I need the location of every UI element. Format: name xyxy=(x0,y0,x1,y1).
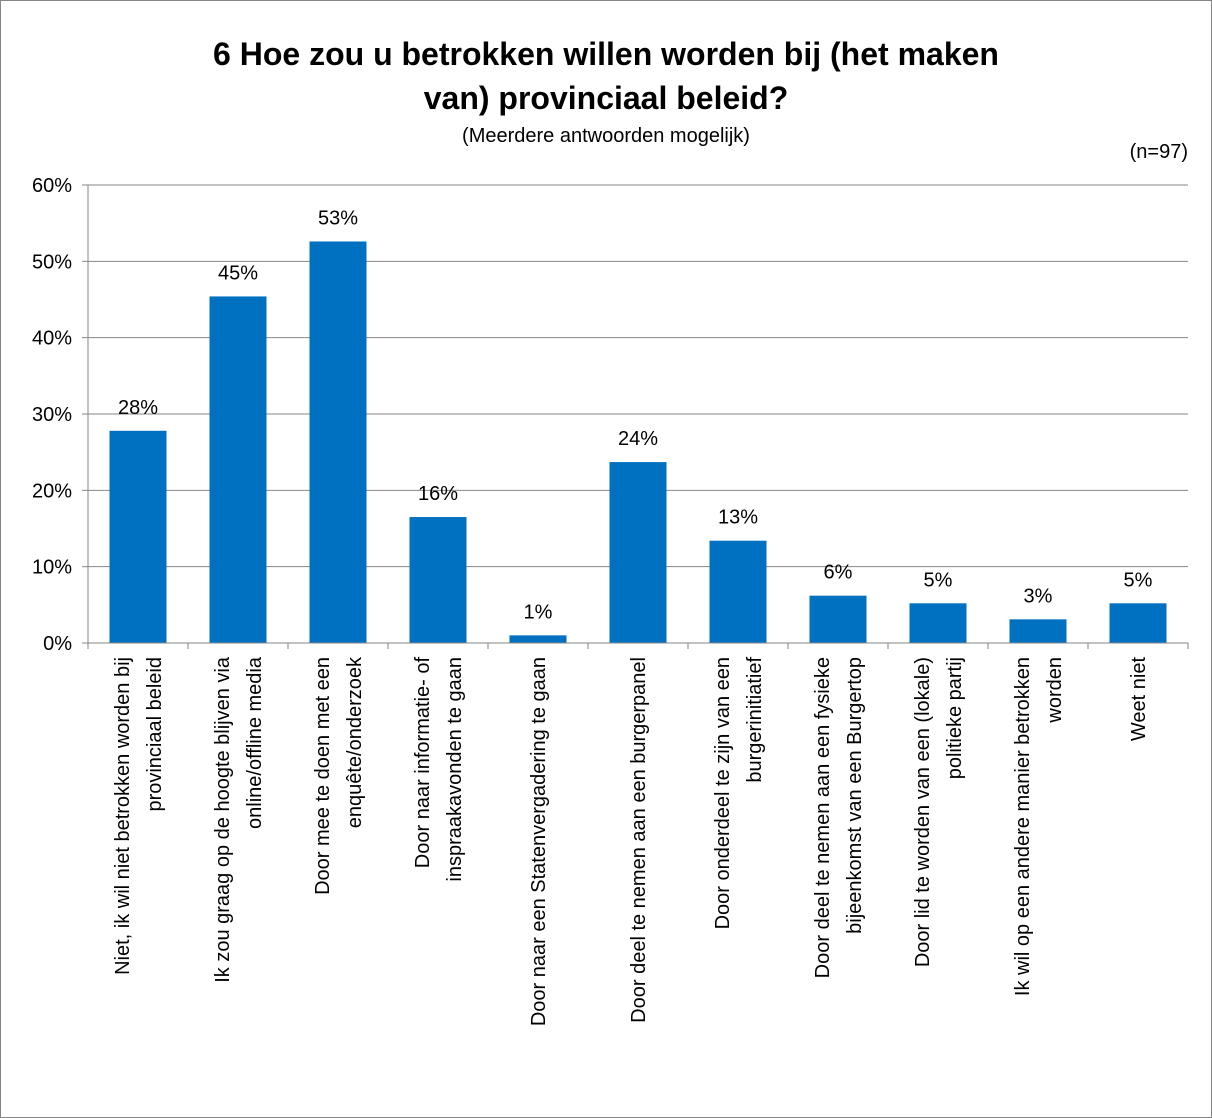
x-tick-label-line: worden xyxy=(1044,657,1066,724)
data-label: 5% xyxy=(924,569,953,591)
x-tick-label-line: enquête/onderzoek xyxy=(344,656,366,828)
x-tick-label: Door mee te doen met een enquête/onderzoe… xyxy=(312,656,366,895)
data-label: 16% xyxy=(418,483,458,505)
x-tick-label-line: Door lid te worden van een (lokale) xyxy=(912,657,934,967)
data-label: 5% xyxy=(1124,569,1153,591)
x-tick-label-line: Door naar informatie- of xyxy=(412,657,434,869)
x-tick-label-line: Door deel te nemen aan een burgerpanel xyxy=(628,657,650,1023)
y-tick-label: 60% xyxy=(32,175,72,197)
x-tick-label: Door naar informatie- of inspraakavonden … xyxy=(412,657,466,882)
data-label: 6% xyxy=(824,562,853,584)
x-tick-label-line: bijeenkomst van een Burgertop xyxy=(844,657,866,934)
bar xyxy=(409,517,467,643)
x-tick-label-line: burgerinitiatief xyxy=(744,657,766,783)
x-tick-label: Ik zou graag op de hoogte blijven via onl… xyxy=(212,656,266,983)
x-tick-label-line: Ik zou graag op de hoogte blijven via xyxy=(212,656,234,983)
bar xyxy=(209,296,267,643)
x-tick-label: Door lid te worden van een (lokale) polit… xyxy=(912,657,966,967)
y-tick-label: 0% xyxy=(43,633,72,655)
y-tick-label: 40% xyxy=(32,328,72,350)
bar xyxy=(509,635,567,643)
data-label: 3% xyxy=(1024,585,1053,607)
x-tick-label-line: provinciaal beleid xyxy=(144,657,166,812)
chart-subtitle: (Meerdere antwoorden mogelijk) xyxy=(462,125,750,147)
bar xyxy=(909,603,967,643)
data-label: 1% xyxy=(524,601,553,623)
data-label: 53% xyxy=(318,207,358,229)
x-tick-label: Niet, ik wil niet betrokken worden bij pr… xyxy=(112,657,166,975)
bar xyxy=(809,595,867,643)
data-label: 45% xyxy=(218,262,258,284)
data-label: 28% xyxy=(118,397,158,419)
x-tick-label-line: Weet niet xyxy=(1128,657,1150,742)
chart-title-line-1: 6 Hoe zou u betrokken willen worden bij … xyxy=(213,36,999,72)
y-tick-label: 10% xyxy=(32,557,72,579)
x-tick-label: Door deel te nemen aan een fysieke bijeen… xyxy=(812,657,866,978)
y-tick-label: 50% xyxy=(32,251,72,273)
x-tick-label: Ik wil op een andere manier betrokken wor… xyxy=(1012,657,1066,996)
x-tick-label-line: Door naar een Statenvergadering te gaan xyxy=(528,657,550,1026)
bar xyxy=(1009,619,1067,643)
x-tick-label: Door naar een Statenvergadering te gaan xyxy=(528,657,550,1026)
bar xyxy=(309,241,367,643)
y-tick-label: 20% xyxy=(32,480,72,502)
bar xyxy=(609,462,667,643)
x-tick-label-line: Door deel te nemen aan een fysieke xyxy=(812,657,834,978)
x-tick-label-line: Niet, ik wil niet betrokken worden bij xyxy=(112,657,134,975)
sample-size-note: (n=97) xyxy=(1129,141,1188,163)
x-tick-label-line: online/offline media xyxy=(244,656,266,829)
data-label: 13% xyxy=(718,507,758,529)
x-tick-label-line: inspraakavonden te gaan xyxy=(444,657,466,882)
data-label: 24% xyxy=(618,428,658,450)
x-tick-label: Door onderdeel te zijn van een burgerinit… xyxy=(712,657,766,930)
x-tick-label-line: politieke partij xyxy=(944,657,966,779)
x-tick-label-line: Ik wil op een andere manier betrokken xyxy=(1012,657,1034,996)
x-tick-label-line: Door onderdeel te zijn van een xyxy=(712,657,734,929)
x-tick-label: Weet niet xyxy=(1128,657,1150,742)
y-tick-label: 30% xyxy=(32,404,72,426)
bar xyxy=(109,430,167,643)
x-tick-label-line: Door mee te doen met een xyxy=(312,657,334,895)
bar xyxy=(1109,603,1167,643)
chart-title-line-2: van) provinciaal beleid? xyxy=(423,80,789,116)
x-tick-label: Door deel te nemen aan een burgerpanel xyxy=(628,657,650,1023)
bar xyxy=(709,540,767,643)
